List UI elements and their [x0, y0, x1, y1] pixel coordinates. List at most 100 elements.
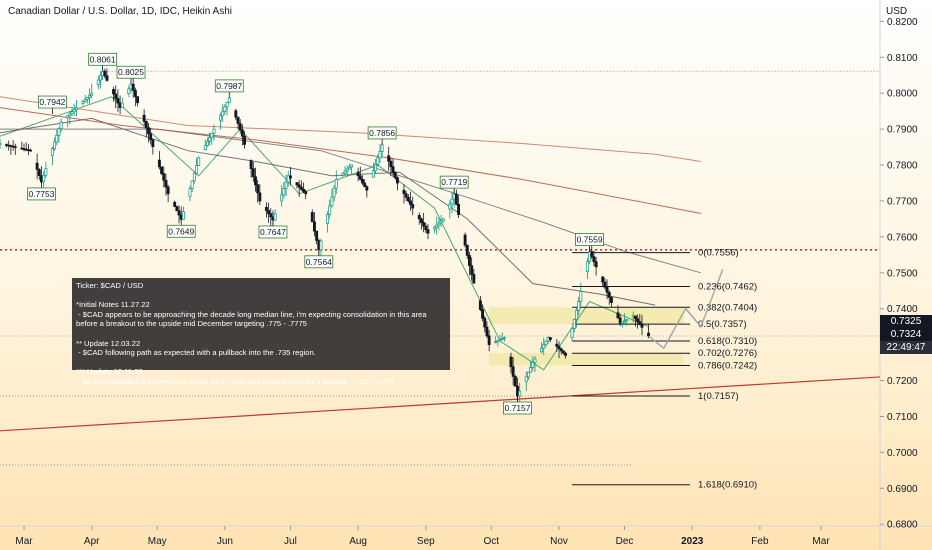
candle-body: [13, 146, 17, 148]
pivot-label-box: [27, 187, 56, 201]
candle-body: [88, 94, 91, 98]
candle-body: [638, 321, 642, 325]
last-price-tag: 0.7325: [880, 315, 932, 328]
y-tick-label: 0.7600: [887, 232, 918, 243]
candle-body: [448, 203, 452, 210]
pivot-label: 0.7564: [306, 257, 332, 267]
candle-body: [609, 297, 613, 303]
candle-body: [175, 206, 179, 212]
candle-body: [144, 121, 148, 128]
candle-body: [393, 171, 397, 178]
candle-body: [426, 229, 430, 234]
candle-body: [114, 93, 118, 99]
candle-body: [470, 265, 474, 275]
trade-notes-box[interactable]: Ticker: $CAD / USD *Initial Notes 11.27.…: [72, 278, 450, 386]
candle-body: [297, 184, 301, 188]
candle-body: [636, 318, 640, 322]
candle-body: [208, 136, 212, 142]
x-tick-label: Feb: [751, 536, 769, 547]
pivot-label: 0.7649: [168, 226, 194, 236]
candle-body: [162, 173, 166, 181]
candle-body: [435, 224, 439, 228]
candle-body: [557, 346, 561, 350]
candle-body: [404, 193, 408, 198]
candle-body: [219, 115, 222, 121]
pivot-label: 0.7987: [216, 81, 242, 91]
candle-body: [548, 337, 552, 341]
pivot-label: 0.8061: [90, 54, 116, 64]
x-tick-label: Nov: [550, 536, 568, 547]
candle-body: [284, 181, 288, 189]
candle-body: [616, 312, 620, 319]
candle-body: [328, 205, 332, 215]
support-zone: [489, 353, 684, 366]
candle-body: [511, 366, 515, 377]
candle-body: [594, 261, 598, 268]
candle-body: [264, 206, 268, 211]
candle-body: [356, 171, 360, 177]
y-tick-label: 0.7100: [887, 412, 918, 423]
candle-body: [341, 172, 345, 176]
pivot-label-box: [367, 126, 397, 140]
candle-body: [590, 251, 594, 258]
candle-body: [35, 162, 39, 170]
candle-body: [542, 344, 546, 349]
candle-body: [406, 197, 410, 202]
candle-body: [131, 83, 135, 91]
pivot-label-box: [258, 225, 288, 239]
candle-body: [59, 121, 63, 129]
pivot-label-box: [439, 175, 469, 189]
pivot-label: 0.7559: [577, 235, 603, 245]
candle-body: [540, 347, 543, 353]
fib-level-label: 0.702(0.7276): [698, 348, 757, 359]
y-tick-label: 0.7500: [887, 268, 918, 279]
candle-body: [29, 149, 33, 152]
candle-body: [347, 166, 351, 170]
candle-body: [603, 281, 607, 288]
candle-body: [127, 88, 131, 94]
candle-body: [105, 75, 109, 81]
candle-body: [559, 348, 563, 352]
candle-body: [620, 321, 624, 324]
candle-body: [463, 234, 467, 246]
candle-body: [345, 168, 349, 172]
candle-body: [409, 200, 412, 205]
candle-body: [531, 362, 535, 368]
support-zone: [489, 307, 684, 325]
candle-body: [37, 169, 41, 177]
candle-body: [485, 326, 489, 337]
candle-body: [295, 182, 299, 186]
candle-body: [389, 160, 393, 168]
pivot-label-box: [304, 255, 334, 269]
pivot-label-box: [575, 233, 604, 247]
candle-body: [221, 110, 225, 117]
candle-body: [312, 221, 316, 232]
candle-body: [192, 172, 196, 182]
candle-body: [509, 356, 513, 368]
moving-average-line: [0, 128, 702, 274]
candle-body: [149, 133, 153, 141]
pivot-label-box: [88, 52, 118, 66]
pivot-label: 0.7157: [505, 403, 531, 413]
y-tick-label: 0.8100: [887, 53, 918, 64]
x-tick-label: Mar: [15, 536, 33, 547]
candle-body: [518, 390, 522, 397]
candle-body: [585, 261, 589, 272]
candle-body: [267, 210, 271, 215]
candle-body: [496, 340, 500, 342]
candle-body: [579, 291, 583, 302]
candle-body: [116, 98, 120, 104]
fib-level-label: 0.382(0.7404): [698, 302, 757, 313]
candle-body: [319, 240, 323, 251]
candles-group: [0, 66, 650, 406]
candle-body: [304, 191, 308, 195]
y-tick-label: 0.7900: [887, 125, 918, 136]
candle-body: [243, 135, 247, 145]
candle-body: [457, 204, 461, 215]
candle-body: [203, 145, 207, 151]
candle-body: [147, 127, 150, 135]
candle-body: [472, 274, 476, 284]
pivot-label: 0.7856: [369, 128, 395, 138]
